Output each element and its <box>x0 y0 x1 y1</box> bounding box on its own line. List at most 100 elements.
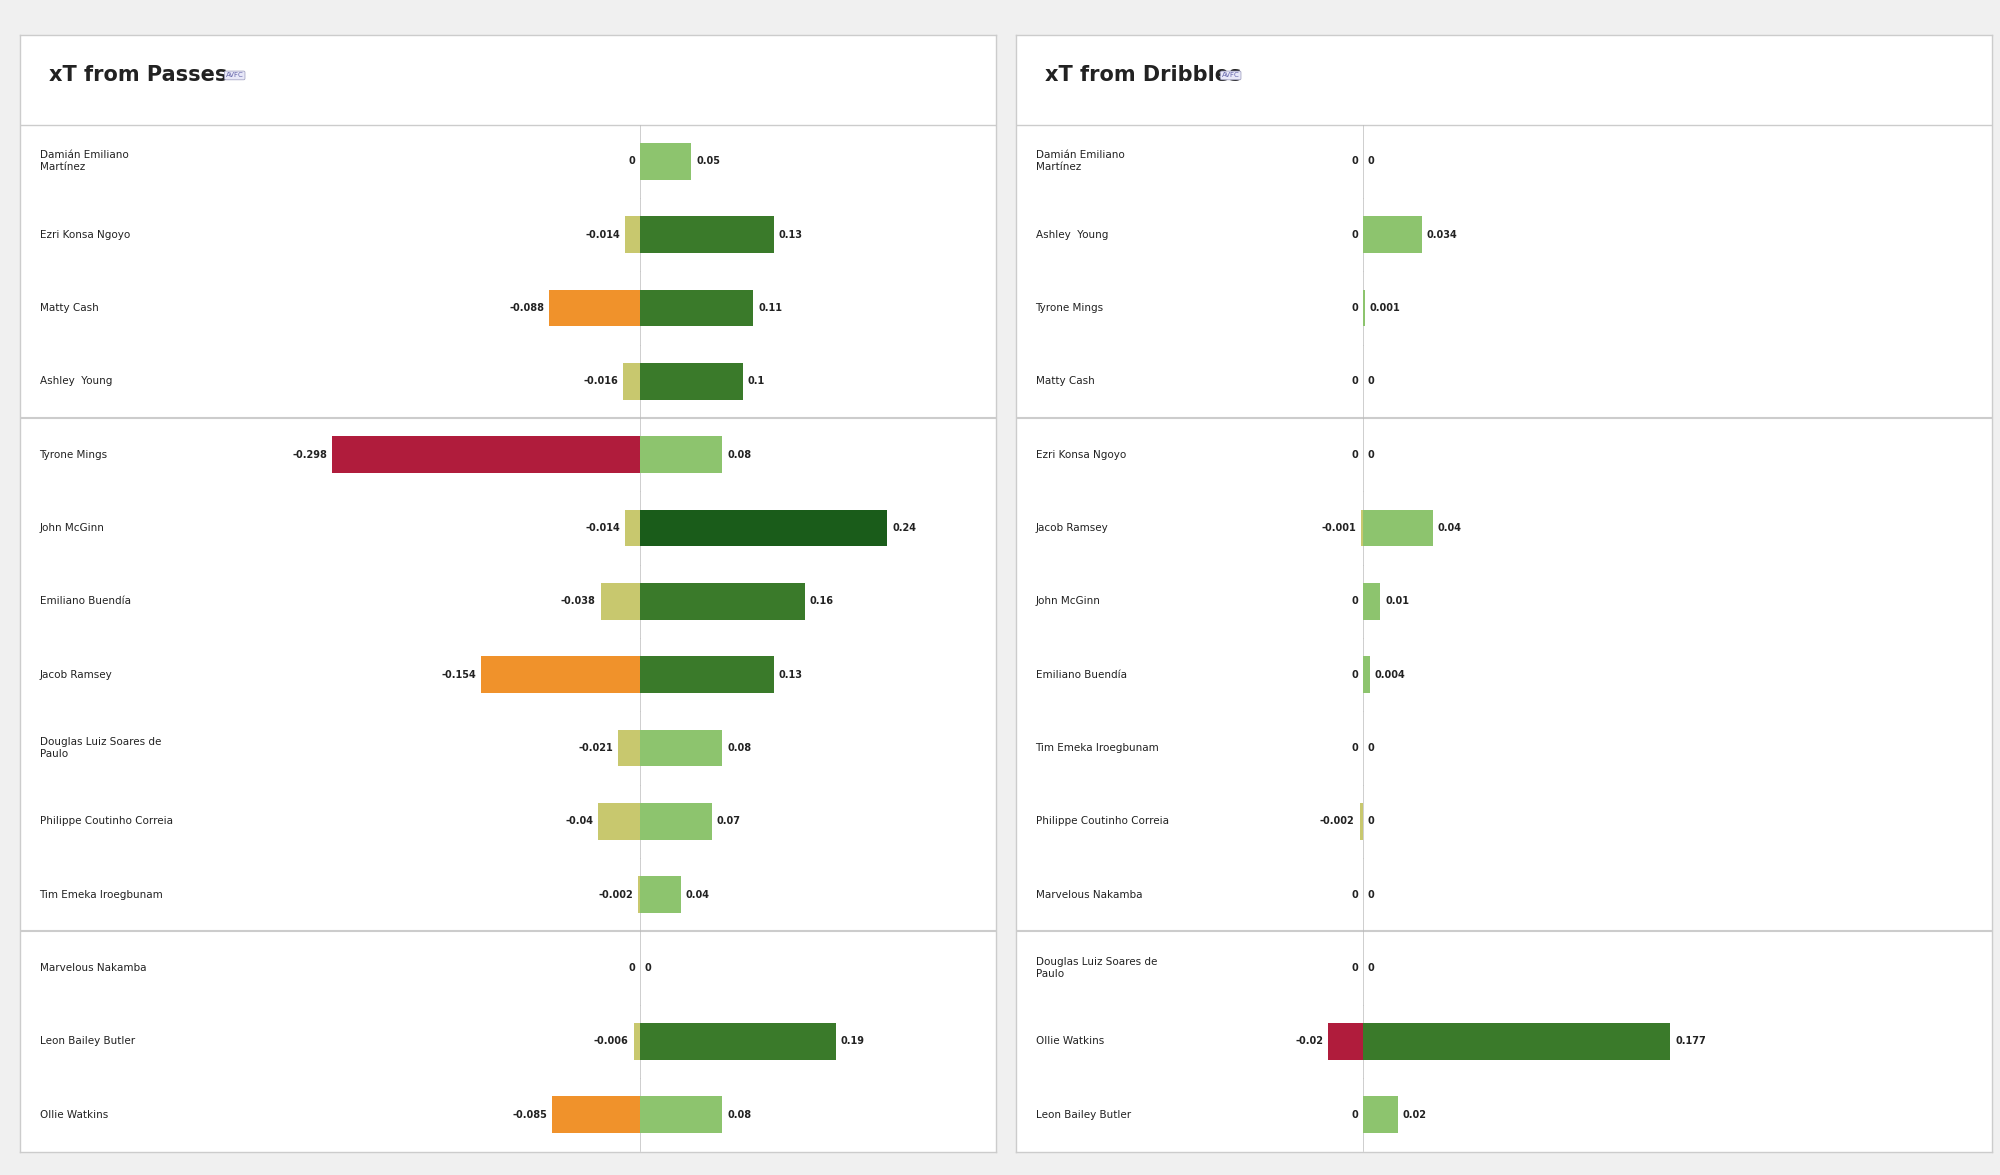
Text: Emiliano Buendía: Emiliano Buendía <box>40 597 130 606</box>
Text: 0.02: 0.02 <box>1402 1110 1426 1120</box>
Text: 0: 0 <box>1368 889 1374 900</box>
Text: xT from Passes: xT from Passes <box>50 66 228 86</box>
Text: Ezri Konsa Ngoyo: Ezri Konsa Ngoyo <box>1036 450 1126 459</box>
Bar <box>640 730 722 766</box>
Text: 0.11: 0.11 <box>758 303 782 313</box>
Bar <box>618 730 640 766</box>
Text: Leon Bailey Butler: Leon Bailey Butler <box>40 1036 134 1047</box>
Text: Tim Emeka Iroegbunam: Tim Emeka Iroegbunam <box>40 889 164 900</box>
Text: 0: 0 <box>1352 229 1358 240</box>
Text: -0.154: -0.154 <box>442 670 476 679</box>
Text: John McGinn: John McGinn <box>40 523 104 533</box>
Text: 0.19: 0.19 <box>840 1036 864 1047</box>
Text: -0.002: -0.002 <box>598 889 632 900</box>
Text: Damián Emiliano
Martínez: Damián Emiliano Martínez <box>40 150 128 172</box>
Text: Matty Cash: Matty Cash <box>40 303 98 313</box>
Bar <box>1364 657 1370 693</box>
Text: -0.085: -0.085 <box>512 1110 548 1120</box>
Text: -0.001: -0.001 <box>1322 523 1356 533</box>
Text: 0.08: 0.08 <box>728 743 752 753</box>
Bar <box>634 1023 640 1060</box>
Text: -0.002: -0.002 <box>1320 817 1354 826</box>
Bar <box>1364 1096 1398 1133</box>
Text: 0: 0 <box>1352 743 1358 753</box>
Text: 0: 0 <box>644 963 652 973</box>
Bar <box>548 289 640 327</box>
Text: 0: 0 <box>1352 1110 1358 1120</box>
Text: Ashley  Young: Ashley Young <box>1036 229 1108 240</box>
Text: 0.004: 0.004 <box>1374 670 1406 679</box>
Bar <box>640 583 804 619</box>
Text: -0.038: -0.038 <box>560 597 596 606</box>
Text: Philippe Coutinho Correia: Philippe Coutinho Correia <box>40 817 172 826</box>
Text: 0: 0 <box>1352 156 1358 166</box>
Text: 0: 0 <box>1352 889 1358 900</box>
Text: -0.04: -0.04 <box>566 817 594 826</box>
Text: 0: 0 <box>1352 963 1358 973</box>
Text: 0: 0 <box>1352 597 1358 606</box>
Bar <box>552 1096 640 1133</box>
Text: 0.24: 0.24 <box>892 523 916 533</box>
Text: 0: 0 <box>1368 376 1374 387</box>
Text: 0: 0 <box>628 156 634 166</box>
Bar <box>638 877 640 913</box>
Bar <box>640 657 774 693</box>
Text: 0.1: 0.1 <box>748 376 766 387</box>
Bar <box>624 363 640 400</box>
Text: Jacob Ramsey: Jacob Ramsey <box>1036 523 1108 533</box>
Text: 0.16: 0.16 <box>810 597 834 606</box>
Text: 0: 0 <box>1352 376 1358 387</box>
Text: Damián Emiliano
Martínez: Damián Emiliano Martínez <box>1036 150 1124 172</box>
Text: Douglas Luiz Soares de
Paulo: Douglas Luiz Soares de Paulo <box>1036 958 1156 979</box>
Text: AVFC: AVFC <box>1222 73 1240 79</box>
Bar <box>640 436 722 474</box>
Text: 0: 0 <box>1368 156 1374 166</box>
Text: Marvelous Nakamba: Marvelous Nakamba <box>40 963 146 973</box>
Text: 0.13: 0.13 <box>778 229 802 240</box>
Bar <box>1360 803 1364 840</box>
Text: 0.034: 0.034 <box>1426 229 1458 240</box>
Bar <box>640 363 742 400</box>
Text: 0.177: 0.177 <box>1676 1036 1706 1047</box>
Bar <box>640 1023 836 1060</box>
Bar <box>640 510 888 546</box>
Bar <box>1364 510 1432 546</box>
Text: -0.016: -0.016 <box>584 376 618 387</box>
Text: Ashley  Young: Ashley Young <box>40 376 112 387</box>
Text: Tim Emeka Iroegbunam: Tim Emeka Iroegbunam <box>1036 743 1160 753</box>
Text: 0.04: 0.04 <box>1438 523 1462 533</box>
Text: 0.08: 0.08 <box>728 450 752 459</box>
Bar <box>640 216 774 253</box>
Text: Leon Bailey Butler: Leon Bailey Butler <box>1036 1110 1130 1120</box>
Text: -0.014: -0.014 <box>586 523 620 533</box>
Text: -0.021: -0.021 <box>578 743 614 753</box>
Text: 0.08: 0.08 <box>728 1110 752 1120</box>
Text: AVFC: AVFC <box>226 73 244 79</box>
Text: 0: 0 <box>628 963 634 973</box>
Text: 0: 0 <box>1368 963 1374 973</box>
Bar <box>626 510 640 546</box>
Text: 0: 0 <box>1352 670 1358 679</box>
Bar <box>332 436 640 474</box>
Text: -0.298: -0.298 <box>292 450 328 459</box>
Text: Ezri Konsa Ngoyo: Ezri Konsa Ngoyo <box>40 229 130 240</box>
Text: Matty Cash: Matty Cash <box>1036 376 1094 387</box>
Text: 0: 0 <box>1368 817 1374 826</box>
Text: -0.02: -0.02 <box>1296 1036 1324 1047</box>
Bar <box>640 877 682 913</box>
Text: John McGinn: John McGinn <box>1036 597 1100 606</box>
Text: 0.05: 0.05 <box>696 156 720 166</box>
Text: Jacob Ramsey: Jacob Ramsey <box>40 670 112 679</box>
Text: Emiliano Buendía: Emiliano Buendía <box>1036 670 1126 679</box>
Text: -0.006: -0.006 <box>594 1036 628 1047</box>
Bar <box>640 1096 722 1133</box>
Text: 0.001: 0.001 <box>1370 303 1400 313</box>
Text: -0.014: -0.014 <box>586 229 620 240</box>
Bar <box>600 583 640 619</box>
Bar <box>640 289 754 327</box>
Text: -0.088: -0.088 <box>510 303 544 313</box>
Text: 0.07: 0.07 <box>716 817 740 826</box>
Bar <box>640 803 712 840</box>
Bar <box>598 803 640 840</box>
Text: 0.01: 0.01 <box>1386 597 1410 606</box>
